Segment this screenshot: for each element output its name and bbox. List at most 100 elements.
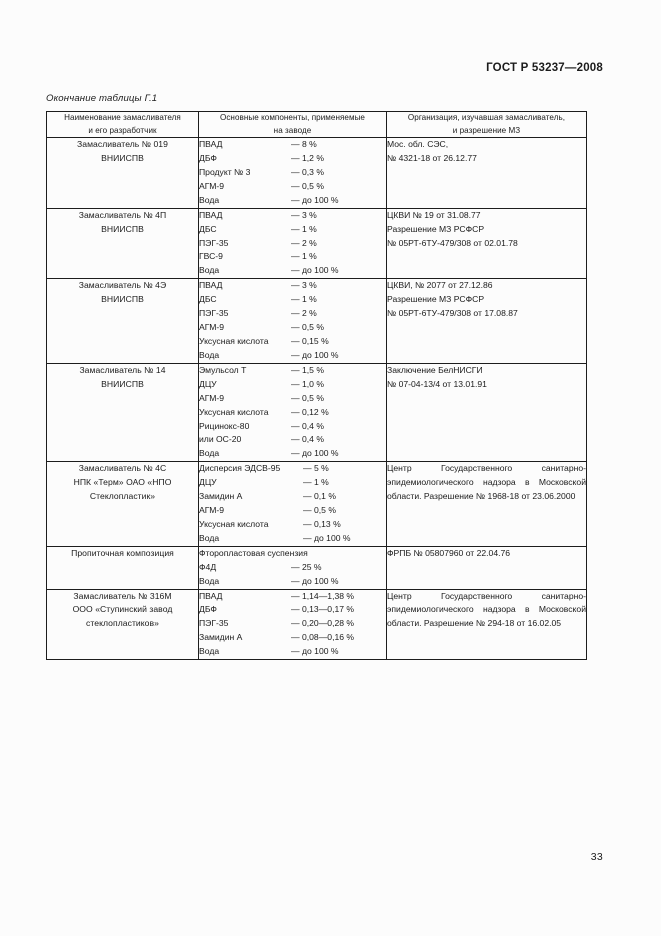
developer-name-line: НПК «Терм» ОАО «НПО (73, 477, 172, 488)
component-label: Продукт № 3 (199, 166, 251, 177)
component-value: — до 100 % (291, 194, 339, 205)
organization-line: № 4321-18 от 26.12.77 (387, 152, 477, 163)
table-body: Замасливатель № 019 ВНИИСПВ ПВАД — 8 % ДБФ — … (46, 137, 587, 661)
component-value: — 8 % (291, 139, 317, 150)
component-value: — 2 % (291, 237, 317, 248)
component-label: АГМ-9 (199, 392, 224, 403)
component-row: Ф4Д — 25 % (199, 561, 386, 575)
cell-organization: ФРПБ № 05807960 от 22.04.76 (386, 545, 587, 590)
standard-number-header: ГОСТ Р 53237—2008 (486, 62, 603, 74)
component-row: Продукт № 3 — 0,3 % (199, 166, 386, 180)
table-row: Замасливатель № 316М ООО «Ступинский заво… (46, 588, 587, 661)
component-value: — 0,5 % (291, 392, 324, 403)
component-label: ПВАД (199, 139, 223, 150)
component-row: ДЦУ — 1,0 % (199, 378, 386, 392)
component-value: — 3 % (291, 209, 317, 220)
component-value: — до 100 % (303, 532, 351, 543)
component-row: Замидин А — 0,08—0,16 % (199, 631, 386, 645)
component-label: Уксусная кислота (199, 335, 269, 346)
developer-name-line: Замасливатель № 14 (79, 364, 166, 375)
cell-organization: Центр Государственного санитарно-эпидеми… (386, 461, 587, 547)
component-value: — 0,13 % (303, 518, 341, 529)
component-row: ДБС — 1 % (199, 293, 386, 307)
component-row: Уксусная кислота — 0,12 % (199, 406, 386, 420)
developer-name-line: Замасливатель № 4С (78, 463, 167, 474)
developer-name-line: ООО «Ступинский завод (72, 604, 173, 615)
component-row: ПЭГ-35 — 2 % (199, 237, 386, 251)
component-label: Вода (199, 532, 220, 543)
organization-line: ЦКВИ № 19 от 31.08.77 (387, 209, 481, 220)
component-row: Вода — до 100 % (199, 532, 386, 546)
component-label: Рицинокс-80 (199, 420, 250, 431)
component-label: Замидин А (199, 491, 243, 502)
component-label: ПВАД (199, 209, 223, 220)
component-value: — 2 % (291, 308, 317, 319)
component-value: — 5 % (303, 463, 329, 474)
organization-line: № 05РТ-6ТУ-479/308 от 02.01.78 (387, 237, 518, 248)
developer-name-line: Замасливатель № 4П (78, 209, 167, 220)
component-label: ПЭГ-35 (199, 237, 229, 248)
developer-name-line: Замасливатель № 019 (77, 139, 168, 150)
component-row: ДБФ — 0,13—0,17 % (199, 603, 386, 617)
component-value: — 0,5 % (291, 322, 324, 333)
component-label: ПВАД (199, 280, 223, 291)
cell-organization: ЦКВИ № 19 от 31.08.77 Разрешение МЗ РСФСР… (386, 207, 587, 280)
table-row: Замасливатель № 4П ВНИИСПВ ПВАД — 3 % ДБС — 1… (46, 207, 587, 280)
component-row: ГВС-9 — 1 % (199, 250, 386, 264)
component-row: ПВАД — 8 % (199, 138, 386, 152)
component-value: — до 100 % (291, 575, 339, 586)
table-header-row: Наименование замасливателя и его разрабо… (46, 110, 587, 139)
component-row: Вода — до 100 % (199, 447, 386, 461)
component-row: Уксусная кислота — 0,15 % (199, 335, 386, 349)
component-label: Вода (199, 265, 220, 276)
component-label: ДБС (199, 294, 217, 305)
component-label: ДБФ (199, 152, 217, 163)
component-value: — до 100 % (291, 265, 339, 276)
component-label: ПВАД (199, 590, 223, 601)
component-value: — до 100 % (291, 646, 339, 657)
component-row: Вода — до 100 % (199, 645, 386, 659)
component-value: — 1,5 % (291, 364, 324, 375)
cell-developer-name: Замасливатель № 14 ВНИИСПВ (46, 362, 199, 463)
cell-organization: ЦКВИ, № 2077 от 27.12.86 Разрешение МЗ РС… (386, 278, 587, 364)
component-label: Вода (199, 448, 220, 459)
developer-name-line: ВНИИСПВ (101, 223, 144, 234)
component-label: Вода (199, 349, 220, 360)
component-row: ПВАД — 3 % (199, 279, 386, 293)
organization-line: ФРПБ № 05807960 от 22.04.76 (387, 547, 511, 558)
component-label: Уксусная кислота (199, 518, 269, 529)
component-row: ДБФ — 1,2 % (199, 152, 386, 166)
component-value: — 1,14—1,38 % (291, 590, 355, 601)
component-label: АГМ-9 (199, 180, 224, 191)
component-row: Замидин А — 0,1 % (199, 490, 386, 504)
column-header-organization-line2: и разрешение МЗ (452, 125, 521, 135)
component-value: — 0,15 % (291, 335, 329, 346)
column-header-name: Наименование замасливателя и его разрабо… (46, 110, 199, 139)
column-header-components-line2: на заводе (273, 125, 312, 135)
organization-line: № 07-04-13/4 от 13.01.91 (387, 378, 487, 389)
component-row: Эмульсол Т — 1,5 % (199, 364, 386, 378)
organization-line: Разрешение МЗ РСФСР (387, 223, 485, 234)
component-label: Ф4Д (199, 561, 217, 572)
annex-table: Наименование замасливателя и его разрабо… (46, 110, 587, 661)
cell-components: Фторопластовая суспензия Ф4Д — 25 % Вода — д… (198, 545, 387, 590)
cell-components: ПВАД — 3 % ДБС — 1 % ПЭГ-35 — 2 % АГМ-9 — 0,5 %… (198, 278, 387, 364)
component-value: — 0,08—0,16 % (291, 632, 355, 643)
cell-developer-name: Пропиточная композиция (46, 545, 199, 590)
column-header-name-line2: и его разработчик (88, 125, 157, 135)
component-row: АГМ-9 — 0,5 % (199, 180, 386, 194)
component-label: Замидин А (199, 632, 243, 643)
component-value: — 1 % (303, 477, 329, 488)
developer-name-line: Замасливатель № 316М (73, 590, 172, 601)
cell-developer-name: Замасливатель № 316М ООО «Ступинский заво… (46, 588, 199, 661)
developer-name-line: Стеклопластик» (89, 491, 156, 502)
component-row: Уксусная кислота — 0,13 % (199, 518, 386, 532)
component-label: Эмульсол Т (199, 364, 247, 375)
component-value: — 0,5 % (291, 180, 324, 191)
component-value: — 1 % (291, 223, 317, 234)
organization-line: № 05РТ-6ТУ-479/308 от 17.08.87 (387, 308, 518, 319)
component-row: ДЦУ — 1 % (199, 476, 386, 490)
component-label: ПЭГ-35 (199, 308, 229, 319)
